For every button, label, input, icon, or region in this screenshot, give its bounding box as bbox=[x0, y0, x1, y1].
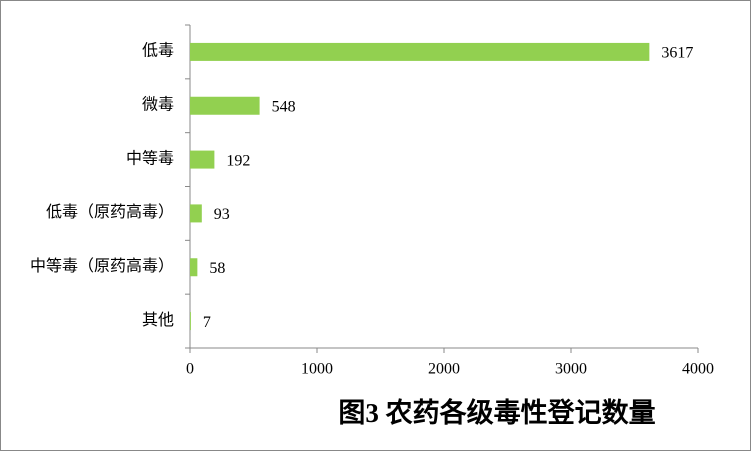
value-label: 192 bbox=[226, 152, 250, 169]
x-tick-label: 1000 bbox=[301, 361, 333, 378]
value-label: 93 bbox=[214, 206, 230, 223]
value-label: 7 bbox=[203, 314, 211, 331]
bar bbox=[190, 204, 202, 223]
value-label: 3617 bbox=[661, 45, 693, 62]
value-label: 58 bbox=[209, 260, 225, 277]
x-tick-label: 2000 bbox=[428, 361, 460, 378]
value-label: 548 bbox=[272, 98, 296, 115]
x-tick-label: 3000 bbox=[555, 361, 587, 378]
y-tick-label: 中等毒（原药高毒） bbox=[30, 257, 174, 275]
bar bbox=[190, 42, 650, 61]
x-tick-label: 4000 bbox=[682, 361, 714, 378]
y-tick-label: 微毒 bbox=[142, 95, 174, 113]
x-tick-label: 0 bbox=[186, 361, 194, 378]
y-tick-label: 其他 bbox=[142, 311, 174, 329]
y-tick-label: 低毒（原药高毒） bbox=[46, 203, 174, 221]
bar bbox=[190, 258, 198, 277]
bar bbox=[190, 96, 260, 115]
chart-title: 图3 农药各级毒性登记数量 bbox=[338, 397, 655, 428]
bar bbox=[190, 312, 191, 331]
y-tick-label: 低毒 bbox=[142, 42, 174, 60]
bar bbox=[190, 150, 215, 169]
y-tick-label: 中等毒 bbox=[126, 149, 174, 167]
